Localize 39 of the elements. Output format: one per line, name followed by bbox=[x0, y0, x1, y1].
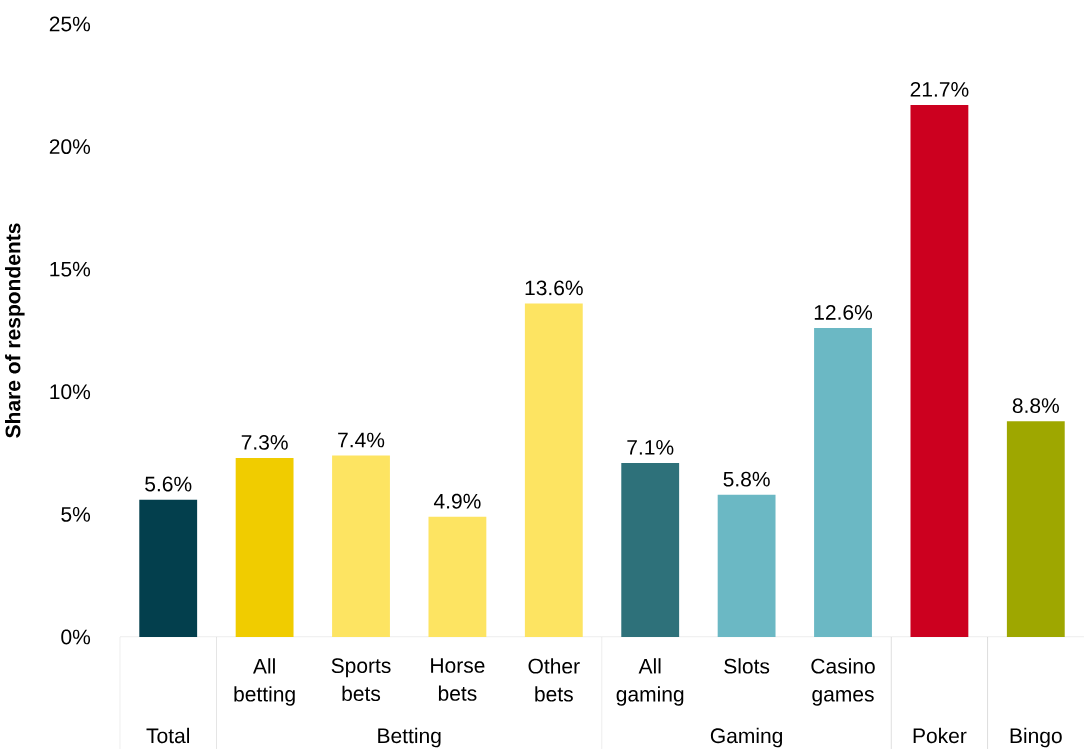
bar bbox=[524, 303, 583, 637]
y-tick-label: 25% bbox=[49, 16, 91, 32]
bar bbox=[717, 494, 776, 637]
y-tick-label: 0% bbox=[61, 629, 91, 645]
data-label: 4.9% bbox=[433, 493, 481, 509]
y-tick-label: 5% bbox=[61, 507, 91, 522]
data-label: 5.8% bbox=[723, 471, 770, 487]
x-tick-label: Slots bbox=[724, 658, 770, 674]
text: Poker bbox=[913, 727, 967, 744]
x-tick-label: Casino games bbox=[811, 658, 875, 706]
data-label: 5.6% bbox=[145, 476, 192, 492]
data-label: 21.7% bbox=[910, 81, 969, 97]
x-tick-label: All betting bbox=[234, 658, 295, 706]
data-label: 12.6% bbox=[814, 304, 873, 320]
data-label: 7.3% bbox=[241, 434, 288, 450]
y-axis-title: Share of respondents bbox=[5, 223, 25, 438]
text: Bingo bbox=[1010, 727, 1062, 748]
x-tick-label: All gaming bbox=[616, 658, 684, 706]
data-label: 8.8% bbox=[1012, 398, 1059, 414]
y-tick-label: 20% bbox=[49, 139, 91, 155]
y-tick-label: 10% bbox=[50, 384, 91, 400]
text: Total bbox=[146, 727, 189, 744]
x-tick-label: Sports bets bbox=[331, 658, 391, 702]
bar bbox=[332, 455, 390, 637]
bar bbox=[910, 104, 969, 637]
bar bbox=[814, 328, 872, 637]
bar bbox=[621, 462, 680, 637]
text: Gaming bbox=[710, 727, 783, 748]
bar bbox=[428, 516, 487, 637]
data-label: 13.6% bbox=[525, 280, 583, 296]
text: Betting bbox=[378, 727, 441, 748]
data-label: 7.1% bbox=[627, 440, 674, 455]
bar bbox=[235, 457, 294, 637]
bar bbox=[139, 499, 198, 637]
data-label: 7.4% bbox=[338, 432, 385, 448]
bar bbox=[1006, 421, 1065, 637]
y-tick-label: 15% bbox=[50, 261, 91, 277]
x-tick-label: Other bets bbox=[528, 658, 580, 702]
x-tick-label: Horse bets bbox=[431, 658, 485, 701]
